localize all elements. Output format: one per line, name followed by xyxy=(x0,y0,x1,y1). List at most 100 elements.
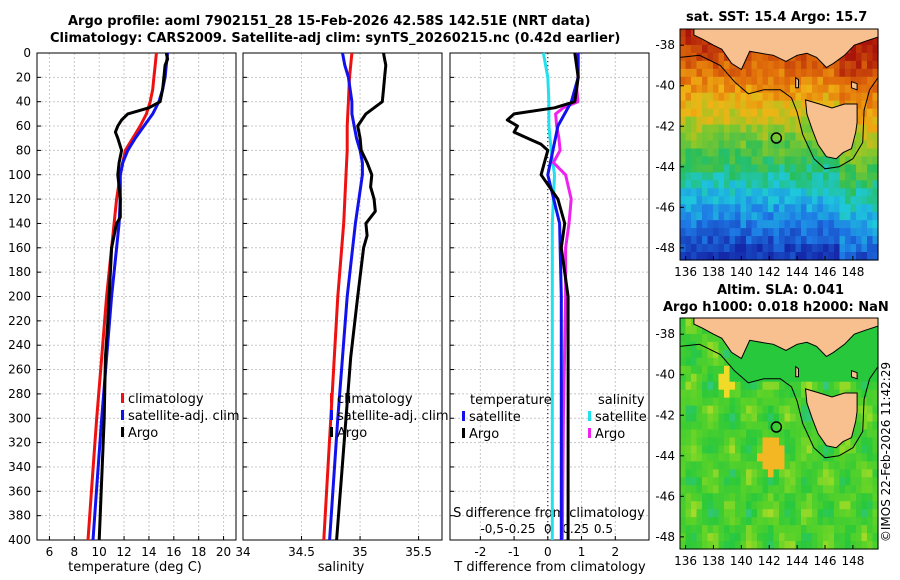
heatmap-cell xyxy=(718,365,725,375)
y-tick-label: 140 xyxy=(8,216,31,230)
heatmap-cell xyxy=(685,357,692,367)
heatmap-cell xyxy=(790,236,797,245)
heatmap-cell xyxy=(795,357,802,367)
heatmap-cell xyxy=(680,60,687,70)
heatmap-cell xyxy=(713,485,720,494)
heatmap-cell xyxy=(757,204,764,213)
heatmap-cell xyxy=(779,164,786,173)
heatmap-cell xyxy=(834,357,841,367)
heatmap-cell xyxy=(746,357,753,367)
heatmap-cell xyxy=(839,204,846,213)
heatmap-cell xyxy=(784,429,791,439)
heatmap-cell xyxy=(702,469,709,478)
heatmap-cell xyxy=(707,156,714,166)
heatmap-cell xyxy=(729,493,736,502)
heatmap-cell xyxy=(713,437,720,447)
heatmap-cell xyxy=(850,188,857,197)
heatmap-cell xyxy=(696,228,703,237)
heatmap-cell xyxy=(784,397,791,407)
heatmap-cell xyxy=(834,453,841,462)
heatmap-cell xyxy=(685,148,692,158)
heatmap-cell xyxy=(828,477,835,486)
heatmap-cell xyxy=(751,100,758,110)
heatmap-cell xyxy=(685,124,692,134)
heatmap-cell xyxy=(740,188,747,197)
heatmap-cell xyxy=(740,116,747,126)
heatmap-cell xyxy=(779,445,786,455)
heatmap-cell xyxy=(839,461,846,470)
heatmap-cell xyxy=(817,196,824,205)
heatmap-cell xyxy=(872,469,879,478)
heatmap-cell xyxy=(746,60,753,70)
heatmap-cell xyxy=(757,252,764,261)
heatmap-cell xyxy=(806,244,813,253)
heatmap-cell xyxy=(740,525,747,534)
heatmap-cell xyxy=(823,172,830,181)
heatmap-cell xyxy=(691,413,698,423)
heatmap-cell xyxy=(735,116,742,126)
heatmap-cell xyxy=(839,373,846,383)
heatmap-cell xyxy=(867,365,874,375)
heatmap-cell xyxy=(839,156,846,166)
shelf-contour xyxy=(679,343,879,459)
heatmap-cell xyxy=(757,389,764,399)
heatmap-cell xyxy=(729,437,736,447)
heatmap-cell xyxy=(696,244,703,253)
heatmap-cell xyxy=(746,485,753,494)
heatmap-cell xyxy=(762,437,769,447)
heatmap-cell xyxy=(850,204,857,213)
heatmap-cell xyxy=(779,252,786,261)
heatmap-cell xyxy=(768,68,775,78)
heatmap-cell xyxy=(823,212,830,221)
heatmap-cell xyxy=(685,116,692,126)
heatmap-cell xyxy=(812,220,819,229)
heatmap-cell xyxy=(685,509,692,518)
heatmap-cell xyxy=(779,349,786,359)
heatmap-cell xyxy=(746,397,753,407)
heatmap-cell xyxy=(713,341,720,351)
map-frame xyxy=(679,317,879,550)
heatmap-cell xyxy=(762,148,769,158)
heatmap-cell xyxy=(729,68,736,78)
legend-argo-label: Argo xyxy=(128,426,158,441)
x-tick-label: 146 xyxy=(814,265,837,279)
heatmap-cell xyxy=(691,381,698,391)
heatmap-cell xyxy=(762,164,769,173)
heatmap-cell xyxy=(757,172,764,181)
heatmap-cell xyxy=(757,533,764,542)
heatmap-cell xyxy=(685,100,692,110)
heatmap-cell xyxy=(806,525,813,534)
heatmap-cell xyxy=(773,469,780,478)
heatmap-cell xyxy=(713,52,720,62)
heatmap-cell xyxy=(790,68,797,78)
heatmap-cell xyxy=(817,469,824,478)
heatmap-cell xyxy=(735,124,742,134)
heatmap-cell xyxy=(867,164,874,173)
legend-salinity-header: salinity xyxy=(598,393,645,408)
heatmap-cell xyxy=(724,517,731,526)
heatmap-cell xyxy=(713,164,720,173)
heatmap-cell xyxy=(812,172,819,181)
heatmap-cell xyxy=(740,132,747,142)
heatmap-cell xyxy=(817,493,824,502)
heatmap-cell xyxy=(823,196,830,205)
heatmap-cell xyxy=(856,156,863,166)
heatmap-cell xyxy=(691,172,698,181)
heatmap-cell xyxy=(817,228,824,237)
x-tick-label: 34.5 xyxy=(288,545,315,559)
heatmap-cell xyxy=(757,469,764,478)
heatmap-cell xyxy=(861,349,868,359)
heatmap-cell xyxy=(861,517,868,526)
heatmap-cell xyxy=(850,252,857,261)
heatmap-cell xyxy=(867,533,874,542)
heatmap-cell xyxy=(856,357,863,367)
heatmap-cell xyxy=(867,220,874,229)
heatmap-cell xyxy=(779,156,786,166)
heatmap-cell xyxy=(696,381,703,391)
heatmap-cell xyxy=(680,100,687,110)
heatmap-cell xyxy=(790,228,797,237)
heatmap-cell xyxy=(735,244,742,253)
heatmap-cell xyxy=(845,341,852,351)
heatmap-cell xyxy=(746,92,753,102)
heatmap-cell xyxy=(872,244,879,253)
